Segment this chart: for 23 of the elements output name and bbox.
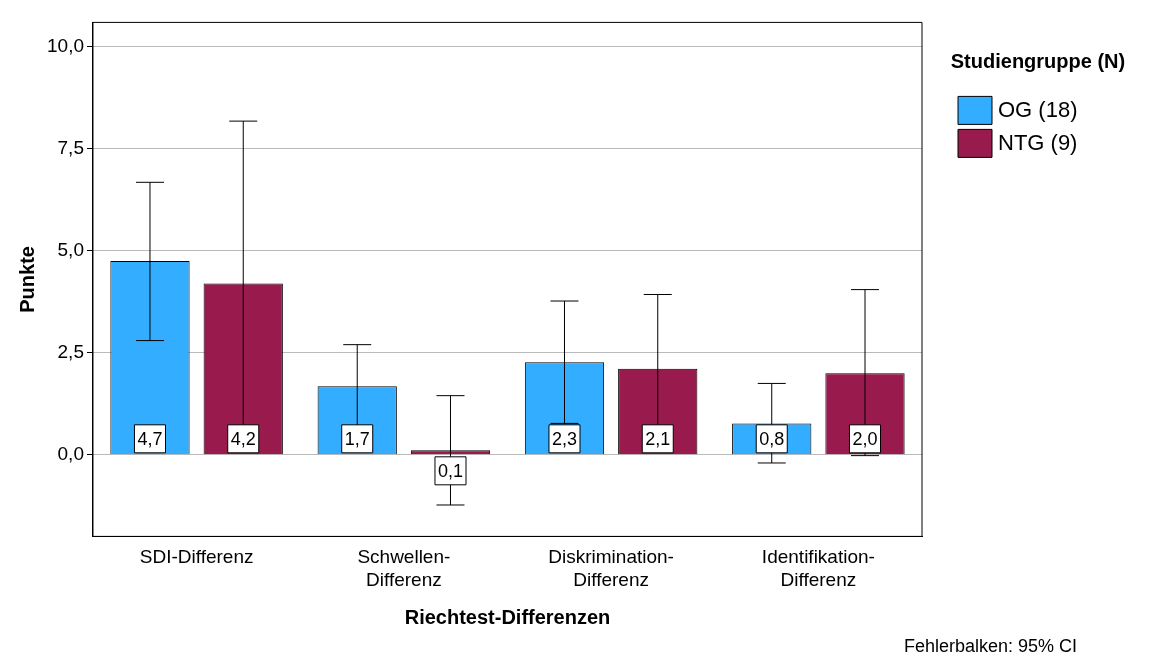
x-axis-title: Riechtest-Differenzen bbox=[404, 605, 611, 628]
y-tick-label: 0,0 bbox=[57, 443, 84, 465]
x-tick-label: Diskrimination-Differenz bbox=[548, 546, 674, 590]
y-tick-label: 7,5 bbox=[57, 137, 84, 159]
y-axis-title: Punkte bbox=[15, 246, 38, 313]
y-tick-label: 2,5 bbox=[57, 341, 84, 363]
data-label: 2,1 bbox=[645, 428, 671, 449]
data-label: 4,7 bbox=[137, 428, 163, 449]
x-tick-label: Identifikation-Differenz bbox=[761, 546, 875, 590]
x-tick-label: Schwellen-Differenz bbox=[357, 546, 451, 590]
data-label: 2,0 bbox=[852, 428, 878, 449]
text: Fehlerbalken: 95% CI bbox=[903, 635, 1077, 656]
data-label: 0,8 bbox=[759, 428, 785, 449]
x-tick-label: SDI-Differenz bbox=[139, 546, 254, 568]
legend-label: OG (18) bbox=[998, 97, 1078, 123]
legend-title: Studiengruppe (N) bbox=[950, 49, 1126, 72]
data-label: 1,7 bbox=[344, 428, 370, 449]
y-tick-label: 5,0 bbox=[57, 239, 84, 261]
data-label: 4,2 bbox=[230, 428, 256, 449]
legend-label: NTG (9) bbox=[998, 130, 1078, 156]
data-label: 0,1 bbox=[437, 460, 464, 481]
y-tick-label: 10,0 bbox=[47, 35, 84, 57]
data-label: 2,3 bbox=[551, 428, 577, 449]
